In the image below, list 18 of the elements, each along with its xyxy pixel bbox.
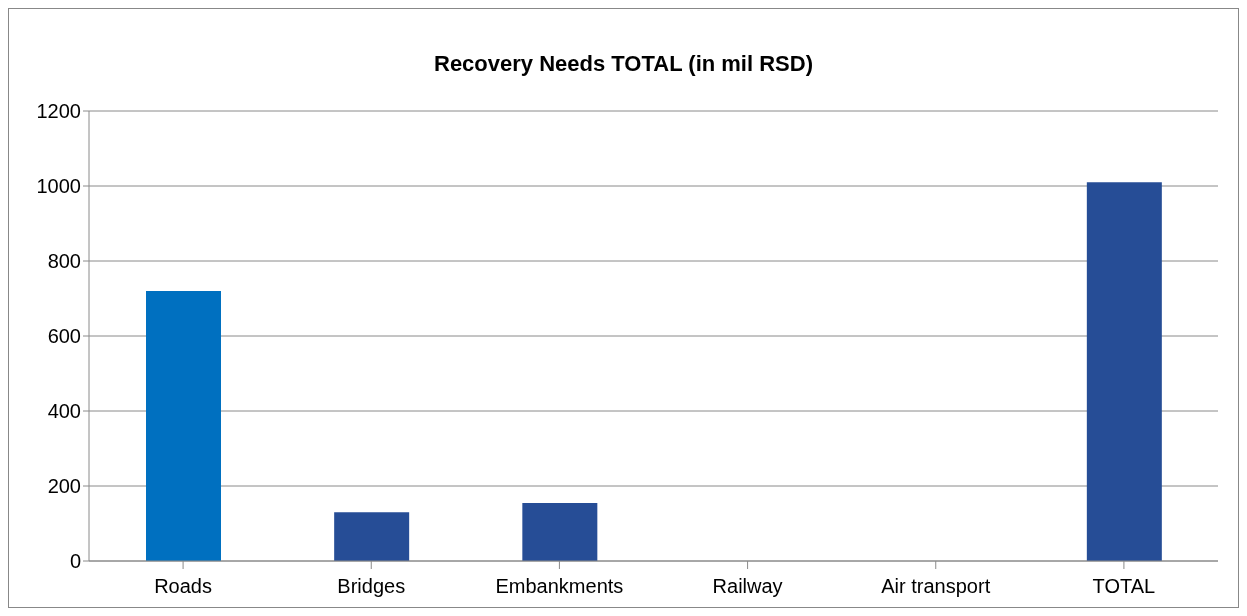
- bar: [1086, 182, 1162, 561]
- y-tick-label: 1000: [36, 175, 81, 198]
- x-tick-label: TOTAL: [1092, 575, 1156, 598]
- y-tick-label: 200: [47, 475, 81, 498]
- bar: [334, 512, 410, 561]
- y-tick-label: 800: [47, 250, 81, 273]
- bar: [146, 291, 221, 561]
- chart-title: Recovery Needs TOTAL (in mil RSD): [433, 51, 814, 78]
- x-tick-label: Bridges: [337, 575, 406, 598]
- y-tick-label: 400: [47, 400, 81, 423]
- x-tick-label: Railway: [712, 575, 783, 598]
- y-tick-label: 1200: [36, 100, 81, 123]
- y-tick-label: 600: [47, 325, 81, 348]
- x-tick-label: Roads: [154, 575, 212, 598]
- y-tick-label: 0: [69, 550, 81, 573]
- bar: [522, 502, 598, 561]
- x-tick-label: Air transport: [881, 575, 991, 598]
- x-tick-label: Embankments: [495, 575, 624, 598]
